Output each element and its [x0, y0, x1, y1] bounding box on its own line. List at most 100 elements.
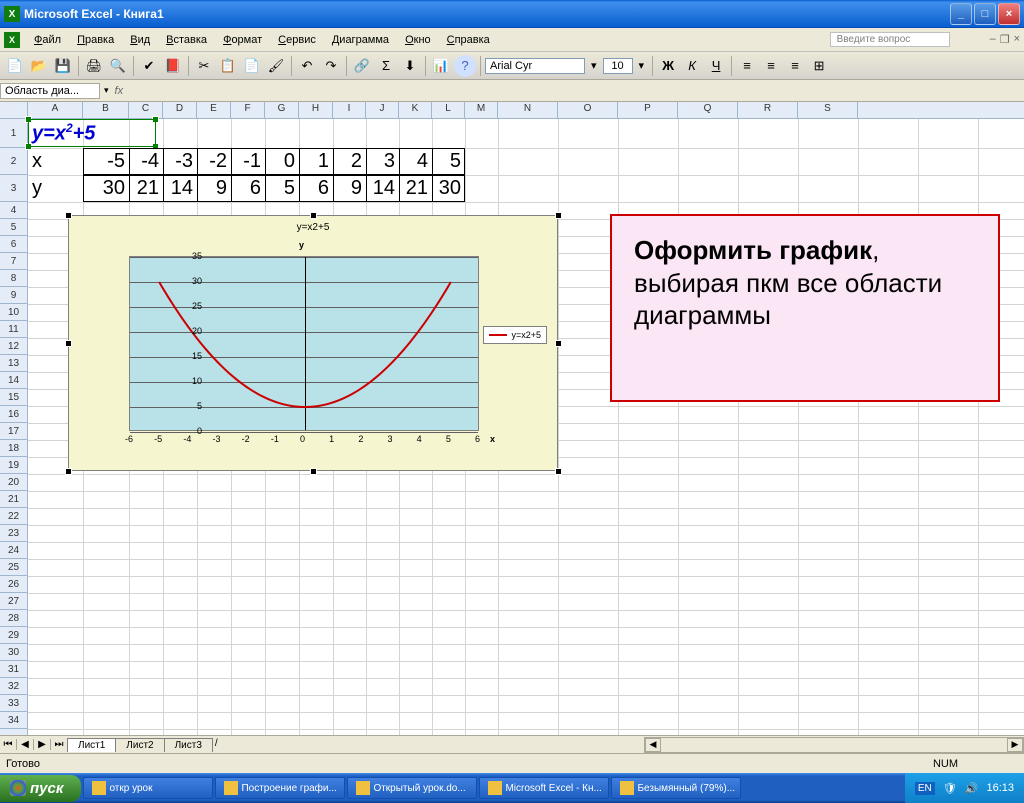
col-header-L[interactable]: L — [432, 102, 465, 118]
col-header-E[interactable]: E — [197, 102, 231, 118]
menu-вид[interactable]: Вид — [122, 32, 158, 48]
help-button[interactable]: ? — [454, 55, 476, 77]
row-header-11[interactable]: 11 — [0, 321, 27, 338]
row-header-32[interactable]: 32 — [0, 678, 27, 695]
row-header-6[interactable]: 6 — [0, 236, 27, 253]
cut-button[interactable]: ✂ — [193, 55, 215, 77]
taskbar-task[interactable]: Безымянный (79%)... — [611, 777, 741, 799]
col-header-F[interactable]: F — [231, 102, 265, 118]
align-left-button[interactable]: ≡ — [736, 55, 758, 77]
row-header-4[interactable]: 4 — [0, 202, 27, 219]
spelling-button[interactable]: ✔ — [138, 55, 160, 77]
row-header-33[interactable]: 33 — [0, 695, 27, 712]
chart-handle[interactable] — [65, 212, 72, 219]
y-value-cell[interactable]: 5 — [265, 177, 295, 200]
col-header-O[interactable]: O — [558, 102, 618, 118]
sheet-nav-last[interactable]: ⏭ — [51, 739, 68, 750]
chart-handle[interactable] — [65, 468, 72, 475]
x-value-cell[interactable]: -5 — [83, 150, 125, 173]
sheet-nav-prev[interactable]: ◀ — [17, 739, 34, 750]
col-header-A[interactable]: A — [28, 102, 83, 118]
chart-button[interactable]: 📊 — [430, 55, 452, 77]
select-all-corner[interactable] — [0, 102, 28, 118]
paste-button[interactable]: 📄 — [241, 55, 263, 77]
y-label-cell[interactable]: y — [32, 177, 42, 200]
cells-area[interactable]: y=x2+5 xy-530-421-314-29-160516293144215… — [28, 119, 1024, 753]
underline-button[interactable]: Ч — [705, 55, 727, 77]
row-header-24[interactable]: 24 — [0, 542, 27, 559]
copy-button[interactable]: 📋 — [217, 55, 239, 77]
chart-handle[interactable] — [310, 468, 317, 475]
taskbar-task[interactable]: Построение графи... — [215, 777, 345, 799]
row-header-19[interactable]: 19 — [0, 457, 27, 474]
chart-handle[interactable] — [555, 468, 562, 475]
row-header-15[interactable]: 15 — [0, 389, 27, 406]
x-value-cell[interactable]: -3 — [163, 150, 193, 173]
language-indicator[interactable]: EN — [915, 782, 935, 795]
name-box[interactable]: Область диа... — [0, 83, 100, 99]
chart-handle[interactable] — [555, 212, 562, 219]
y-value-cell[interactable]: 30 — [83, 177, 125, 200]
x-value-cell[interactable]: 0 — [265, 150, 295, 173]
menu-справка[interactable]: Справка — [439, 32, 498, 48]
col-header-B[interactable]: B — [83, 102, 129, 118]
taskbar-task[interactable]: Microsoft Excel - Кн... — [479, 777, 609, 799]
row-header-22[interactable]: 22 — [0, 508, 27, 525]
row-header-14[interactable]: 14 — [0, 372, 27, 389]
row-header-13[interactable]: 13 — [0, 355, 27, 372]
font-name-select[interactable]: Arial Cyr — [485, 58, 585, 74]
menu-файл[interactable]: Файл — [26, 32, 69, 48]
row-header-18[interactable]: 18 — [0, 440, 27, 457]
y-value-cell[interactable]: 21 — [129, 177, 159, 200]
x-value-cell[interactable]: -1 — [231, 150, 261, 173]
undo-button[interactable]: ↶ — [296, 55, 318, 77]
x-value-cell[interactable]: -4 — [129, 150, 159, 173]
tray-icon[interactable]: 🛡 — [943, 782, 957, 795]
menu-правка[interactable]: Правка — [69, 32, 122, 48]
x-value-cell[interactable]: 1 — [299, 150, 329, 173]
doc-minimize-button[interactable]: – — [990, 33, 996, 46]
system-tray[interactable]: EN 🛡 🔊 16:13 — [905, 773, 1024, 803]
x-value-cell[interactable]: 4 — [399, 150, 428, 173]
preview-button[interactable]: 🔍 — [107, 55, 129, 77]
excel-doc-icon[interactable]: X — [4, 32, 20, 48]
row-header-1[interactable]: 1 — [0, 119, 27, 148]
x-value-cell[interactable]: 2 — [333, 150, 362, 173]
y-value-cell[interactable]: 14 — [366, 177, 395, 200]
start-button[interactable]: пуск — [0, 775, 81, 802]
question-box[interactable]: Введите вопрос — [830, 32, 950, 47]
row-header-28[interactable]: 28 — [0, 610, 27, 627]
minimize-button[interactable]: _ — [950, 3, 972, 25]
row-header-3[interactable]: 3 — [0, 175, 27, 202]
save-button[interactable]: 💾 — [52, 55, 74, 77]
sort-button[interactable]: ⬇ — [399, 55, 421, 77]
menu-диаграмма[interactable]: Диаграмма — [324, 32, 397, 48]
format-painter-button[interactable]: 🖌 — [265, 55, 287, 77]
chart-handle[interactable] — [555, 340, 562, 347]
row-header-2[interactable]: 2 — [0, 148, 27, 175]
row-header-23[interactable]: 23 — [0, 525, 27, 542]
col-header-I[interactable]: I — [333, 102, 366, 118]
col-header-D[interactable]: D — [163, 102, 197, 118]
sheet-tab-Лист2[interactable]: Лист2 — [115, 738, 164, 752]
row-header-10[interactable]: 10 — [0, 304, 27, 321]
y-value-cell[interactable]: 6 — [231, 177, 261, 200]
sheet-tab-Лист1[interactable]: Лист1 — [67, 738, 116, 752]
taskbar-task[interactable]: откр урок — [83, 777, 213, 799]
row-header-12[interactable]: 12 — [0, 338, 27, 355]
font-size-select[interactable]: 10 — [603, 58, 633, 74]
col-header-J[interactable]: J — [366, 102, 399, 118]
y-value-cell[interactable]: 9 — [333, 177, 362, 200]
print-button[interactable]: 🖨 — [83, 55, 105, 77]
col-header-Q[interactable]: Q — [678, 102, 738, 118]
taskbar-task[interactable]: Открытый урок.do... — [347, 777, 477, 799]
doc-close-button[interactable]: × — [1014, 33, 1020, 46]
row-header-8[interactable]: 8 — [0, 270, 27, 287]
row-header-16[interactable]: 16 — [0, 406, 27, 423]
menu-вставка[interactable]: Вставка — [158, 32, 215, 48]
col-header-N[interactable]: N — [498, 102, 558, 118]
x-value-cell[interactable]: -2 — [197, 150, 227, 173]
row-header-25[interactable]: 25 — [0, 559, 27, 576]
horizontal-scrollbar[interactable]: ◀ ▶ — [644, 737, 1024, 753]
research-button[interactable]: 📕 — [162, 55, 184, 77]
